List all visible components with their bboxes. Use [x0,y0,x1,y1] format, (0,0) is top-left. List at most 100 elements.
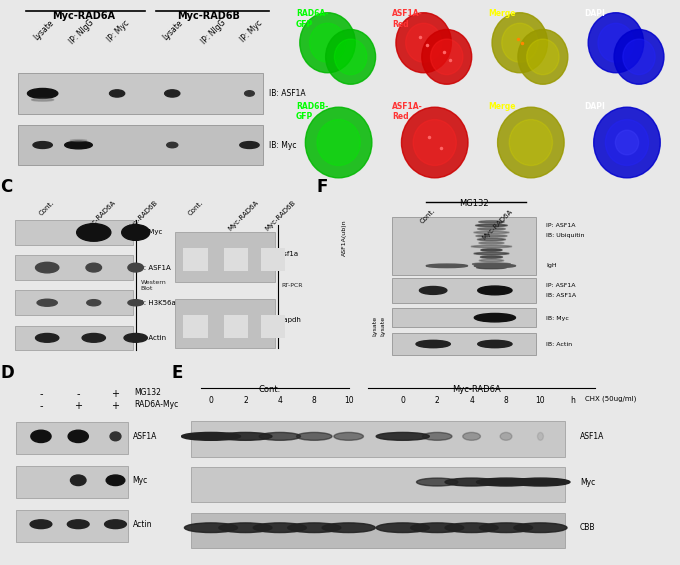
Ellipse shape [463,432,481,440]
FancyBboxPatch shape [16,510,128,542]
Ellipse shape [334,432,363,440]
Text: Merge: Merge [488,9,516,18]
Ellipse shape [33,142,52,149]
Ellipse shape [71,475,86,485]
Text: h: h [570,396,575,405]
Ellipse shape [518,29,568,84]
Ellipse shape [511,478,570,486]
Ellipse shape [82,333,105,342]
Text: RAD6A-Myc: RAD6A-Myc [134,401,178,410]
Ellipse shape [109,90,124,97]
Ellipse shape [416,340,450,347]
Text: Actin: Actin [133,520,152,529]
FancyBboxPatch shape [184,248,208,271]
Ellipse shape [240,142,259,149]
Ellipse shape [68,430,88,442]
Text: Cont.: Cont. [259,385,281,394]
Ellipse shape [594,107,660,178]
Ellipse shape [413,120,456,166]
FancyBboxPatch shape [392,216,536,275]
Ellipse shape [184,523,237,533]
Ellipse shape [500,432,512,440]
Ellipse shape [479,259,504,262]
Text: Myc-RAD6A: Myc-RAD6A [452,385,501,394]
Ellipse shape [614,29,664,84]
Ellipse shape [422,29,472,84]
Ellipse shape [110,432,121,441]
Ellipse shape [445,523,498,533]
Text: asf1a: asf1a [279,250,299,257]
Text: IB: H3K56ac: IB: H3K56ac [137,299,180,306]
FancyBboxPatch shape [18,125,263,165]
Text: DAPI: DAPI [585,9,605,18]
Ellipse shape [401,107,468,178]
Text: IP: NIgG: IP: NIgG [67,18,95,46]
Ellipse shape [106,475,125,485]
Ellipse shape [86,263,101,272]
Text: IB: Myc: IB: Myc [137,229,163,236]
Text: RAD6B-
GFP: RAD6B- GFP [296,102,328,121]
Ellipse shape [481,256,503,258]
Ellipse shape [479,523,532,533]
FancyBboxPatch shape [260,315,286,338]
Text: RAD6A-
GFP: RAD6A- GFP [296,9,328,29]
Ellipse shape [376,523,429,533]
Text: MG132: MG132 [460,199,489,208]
Text: 0: 0 [401,396,405,405]
Text: Cont.: Cont. [420,208,437,225]
Ellipse shape [182,432,241,440]
Ellipse shape [219,432,272,440]
Text: 10: 10 [344,396,354,405]
Ellipse shape [296,432,332,440]
Ellipse shape [105,520,126,529]
Ellipse shape [288,523,341,533]
Text: A: A [4,0,17,4]
Text: 0: 0 [209,396,214,405]
Text: IB: Actin: IB: Actin [137,335,167,341]
Ellipse shape [70,140,87,141]
Ellipse shape [526,39,559,75]
FancyBboxPatch shape [224,248,248,271]
Ellipse shape [479,221,504,223]
Ellipse shape [326,29,375,84]
Text: 4: 4 [469,396,474,405]
FancyBboxPatch shape [14,325,133,350]
Text: 2: 2 [243,396,248,405]
Text: ASF1A-
Red: ASF1A- Red [392,102,423,121]
Ellipse shape [478,286,512,295]
Text: ASF1A(ub)n: ASF1A(ub)n [341,219,347,256]
Ellipse shape [477,238,505,241]
FancyBboxPatch shape [392,333,536,355]
Ellipse shape [35,262,58,273]
Ellipse shape [65,141,92,149]
Ellipse shape [411,523,464,533]
Ellipse shape [477,228,505,230]
Ellipse shape [31,430,51,442]
Ellipse shape [167,142,177,148]
Text: -: - [39,401,43,411]
Ellipse shape [475,264,515,268]
Text: IgH: IgH [546,263,557,268]
Ellipse shape [31,98,54,101]
Ellipse shape [615,130,639,155]
Text: D: D [1,364,14,382]
Ellipse shape [623,39,656,75]
Text: +: + [112,401,120,411]
Ellipse shape [259,432,301,440]
Ellipse shape [322,523,375,533]
Text: Lysate: Lysate [161,18,185,42]
Ellipse shape [445,478,498,486]
Ellipse shape [477,267,506,269]
Text: IP: Myc: IP: Myc [239,18,264,44]
Text: Myc-RAD6B: Myc-RAD6B [265,199,297,232]
Text: -: - [39,389,43,399]
Text: IP: Myc: IP: Myc [106,18,131,44]
Text: Myc: Myc [133,476,148,485]
Text: IP: NIgG: IP: NIgG [200,18,228,46]
Ellipse shape [476,235,507,237]
Text: ASF1A: ASF1A [133,432,157,441]
Ellipse shape [77,224,111,241]
Text: ASF1A-
Red: ASF1A- Red [392,9,423,29]
Ellipse shape [475,314,515,322]
Text: Lysate: Lysate [373,315,377,336]
